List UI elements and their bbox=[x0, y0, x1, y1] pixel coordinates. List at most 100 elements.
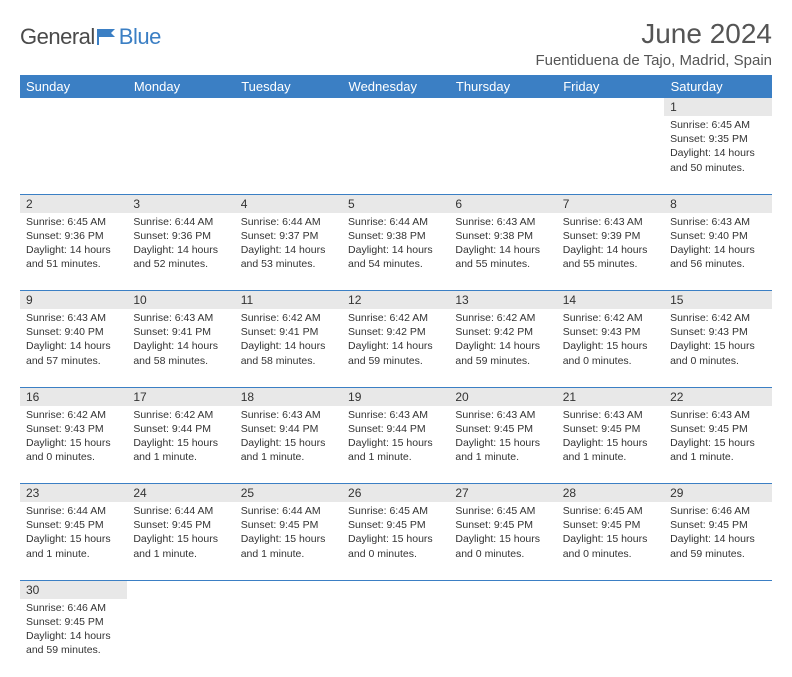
day-cell bbox=[127, 599, 234, 677]
day-number-cell bbox=[449, 98, 556, 116]
day-content-row: Sunrise: 6:44 AMSunset: 9:45 PMDaylight:… bbox=[20, 502, 772, 580]
daynum-row: 16171819202122 bbox=[20, 387, 772, 406]
day-content-row: Sunrise: 6:45 AMSunset: 9:36 PMDaylight:… bbox=[20, 213, 772, 291]
day-cell bbox=[20, 116, 127, 194]
day-number-cell: 29 bbox=[664, 484, 771, 503]
day-content: Sunrise: 6:42 AMSunset: 9:43 PMDaylight:… bbox=[20, 406, 127, 469]
day-cell bbox=[342, 116, 449, 194]
page-header: General Blue June 2024 Fuentiduena de Ta… bbox=[20, 18, 772, 69]
brand-part2: Blue bbox=[119, 24, 161, 50]
day-cell: Sunrise: 6:44 AMSunset: 9:36 PMDaylight:… bbox=[127, 213, 234, 291]
day-content-row: Sunrise: 6:42 AMSunset: 9:43 PMDaylight:… bbox=[20, 406, 772, 484]
day-content: Sunrise: 6:43 AMSunset: 9:45 PMDaylight:… bbox=[664, 406, 771, 469]
day-cell: Sunrise: 6:42 AMSunset: 9:41 PMDaylight:… bbox=[235, 309, 342, 387]
day-number-cell: 20 bbox=[449, 387, 556, 406]
weekday-header: Thursday bbox=[449, 75, 556, 98]
day-cell: Sunrise: 6:44 AMSunset: 9:38 PMDaylight:… bbox=[342, 213, 449, 291]
calendar-table: SundayMondayTuesdayWednesdayThursdayFrid… bbox=[20, 75, 772, 677]
day-cell: Sunrise: 6:43 AMSunset: 9:45 PMDaylight:… bbox=[449, 406, 556, 484]
day-number-cell: 19 bbox=[342, 387, 449, 406]
day-content: Sunrise: 6:44 AMSunset: 9:45 PMDaylight:… bbox=[127, 502, 234, 565]
day-cell: Sunrise: 6:42 AMSunset: 9:42 PMDaylight:… bbox=[449, 309, 556, 387]
day-number-cell: 15 bbox=[664, 291, 771, 310]
day-cell: Sunrise: 6:45 AMSunset: 9:45 PMDaylight:… bbox=[342, 502, 449, 580]
day-content: Sunrise: 6:45 AMSunset: 9:45 PMDaylight:… bbox=[449, 502, 556, 565]
day-number-cell: 21 bbox=[557, 387, 664, 406]
weekday-header: Friday bbox=[557, 75, 664, 98]
day-number-cell: 18 bbox=[235, 387, 342, 406]
day-number-cell: 14 bbox=[557, 291, 664, 310]
day-number-cell bbox=[557, 580, 664, 599]
day-content: Sunrise: 6:45 AMSunset: 9:35 PMDaylight:… bbox=[664, 116, 771, 179]
calendar-head: SundayMondayTuesdayWednesdayThursdayFrid… bbox=[20, 75, 772, 98]
title-block: June 2024 Fuentiduena de Tajo, Madrid, S… bbox=[535, 18, 772, 69]
day-content: Sunrise: 6:44 AMSunset: 9:45 PMDaylight:… bbox=[235, 502, 342, 565]
day-cell bbox=[449, 116, 556, 194]
day-number-cell: 17 bbox=[127, 387, 234, 406]
day-content: Sunrise: 6:42 AMSunset: 9:44 PMDaylight:… bbox=[127, 406, 234, 469]
day-content: Sunrise: 6:42 AMSunset: 9:41 PMDaylight:… bbox=[235, 309, 342, 372]
day-content: Sunrise: 6:44 AMSunset: 9:37 PMDaylight:… bbox=[235, 213, 342, 276]
day-cell: Sunrise: 6:44 AMSunset: 9:37 PMDaylight:… bbox=[235, 213, 342, 291]
day-content: Sunrise: 6:45 AMSunset: 9:45 PMDaylight:… bbox=[557, 502, 664, 565]
day-cell: Sunrise: 6:46 AMSunset: 9:45 PMDaylight:… bbox=[664, 502, 771, 580]
day-number-cell bbox=[664, 580, 771, 599]
day-number-cell: 10 bbox=[127, 291, 234, 310]
day-cell: Sunrise: 6:42 AMSunset: 9:43 PMDaylight:… bbox=[557, 309, 664, 387]
day-number-cell: 6 bbox=[449, 194, 556, 213]
weekday-header: Monday bbox=[127, 75, 234, 98]
day-number-cell: 26 bbox=[342, 484, 449, 503]
day-number-cell bbox=[449, 580, 556, 599]
daynum-row: 9101112131415 bbox=[20, 291, 772, 310]
day-number-cell bbox=[127, 98, 234, 116]
day-number-cell: 3 bbox=[127, 194, 234, 213]
day-content: Sunrise: 6:44 AMSunset: 9:38 PMDaylight:… bbox=[342, 213, 449, 276]
day-content-row: Sunrise: 6:46 AMSunset: 9:45 PMDaylight:… bbox=[20, 599, 772, 677]
day-number-cell bbox=[235, 580, 342, 599]
daynum-row: 23242526272829 bbox=[20, 484, 772, 503]
day-number-cell: 12 bbox=[342, 291, 449, 310]
day-cell: Sunrise: 6:44 AMSunset: 9:45 PMDaylight:… bbox=[235, 502, 342, 580]
day-cell: Sunrise: 6:42 AMSunset: 9:42 PMDaylight:… bbox=[342, 309, 449, 387]
day-content: Sunrise: 6:42 AMSunset: 9:42 PMDaylight:… bbox=[342, 309, 449, 372]
day-number-cell: 16 bbox=[20, 387, 127, 406]
day-cell: Sunrise: 6:43 AMSunset: 9:40 PMDaylight:… bbox=[20, 309, 127, 387]
day-content: Sunrise: 6:42 AMSunset: 9:43 PMDaylight:… bbox=[664, 309, 771, 372]
day-cell: Sunrise: 6:45 AMSunset: 9:45 PMDaylight:… bbox=[557, 502, 664, 580]
day-content: Sunrise: 6:45 AMSunset: 9:45 PMDaylight:… bbox=[342, 502, 449, 565]
day-number-cell bbox=[342, 98, 449, 116]
brand-part1: General bbox=[20, 24, 95, 50]
day-cell: Sunrise: 6:44 AMSunset: 9:45 PMDaylight:… bbox=[20, 502, 127, 580]
daynum-row: 30 bbox=[20, 580, 772, 599]
page-title: June 2024 bbox=[535, 18, 772, 50]
day-cell bbox=[664, 599, 771, 677]
day-cell: Sunrise: 6:45 AMSunset: 9:35 PMDaylight:… bbox=[664, 116, 771, 194]
day-cell bbox=[235, 599, 342, 677]
day-number-cell: 5 bbox=[342, 194, 449, 213]
day-content: Sunrise: 6:43 AMSunset: 9:40 PMDaylight:… bbox=[20, 309, 127, 372]
day-number-cell: 8 bbox=[664, 194, 771, 213]
day-number-cell: 4 bbox=[235, 194, 342, 213]
daynum-row: 1 bbox=[20, 98, 772, 116]
day-number-cell: 23 bbox=[20, 484, 127, 503]
weekday-row: SundayMondayTuesdayWednesdayThursdayFrid… bbox=[20, 75, 772, 98]
day-content-row: Sunrise: 6:45 AMSunset: 9:35 PMDaylight:… bbox=[20, 116, 772, 194]
weekday-header: Sunday bbox=[20, 75, 127, 98]
day-cell: Sunrise: 6:43 AMSunset: 9:40 PMDaylight:… bbox=[664, 213, 771, 291]
weekday-header: Tuesday bbox=[235, 75, 342, 98]
day-content: Sunrise: 6:45 AMSunset: 9:36 PMDaylight:… bbox=[20, 213, 127, 276]
day-cell: Sunrise: 6:42 AMSunset: 9:44 PMDaylight:… bbox=[127, 406, 234, 484]
day-cell bbox=[235, 116, 342, 194]
day-content: Sunrise: 6:44 AMSunset: 9:45 PMDaylight:… bbox=[20, 502, 127, 565]
day-content: Sunrise: 6:46 AMSunset: 9:45 PMDaylight:… bbox=[664, 502, 771, 565]
day-cell: Sunrise: 6:43 AMSunset: 9:44 PMDaylight:… bbox=[342, 406, 449, 484]
day-cell: Sunrise: 6:43 AMSunset: 9:45 PMDaylight:… bbox=[557, 406, 664, 484]
day-number-cell bbox=[557, 98, 664, 116]
calendar-body: 1Sunrise: 6:45 AMSunset: 9:35 PMDaylight… bbox=[20, 98, 772, 677]
day-number-cell: 22 bbox=[664, 387, 771, 406]
day-content: Sunrise: 6:42 AMSunset: 9:43 PMDaylight:… bbox=[557, 309, 664, 372]
day-number-cell: 28 bbox=[557, 484, 664, 503]
day-number-cell: 24 bbox=[127, 484, 234, 503]
weekday-header: Saturday bbox=[664, 75, 771, 98]
day-number-cell bbox=[235, 98, 342, 116]
